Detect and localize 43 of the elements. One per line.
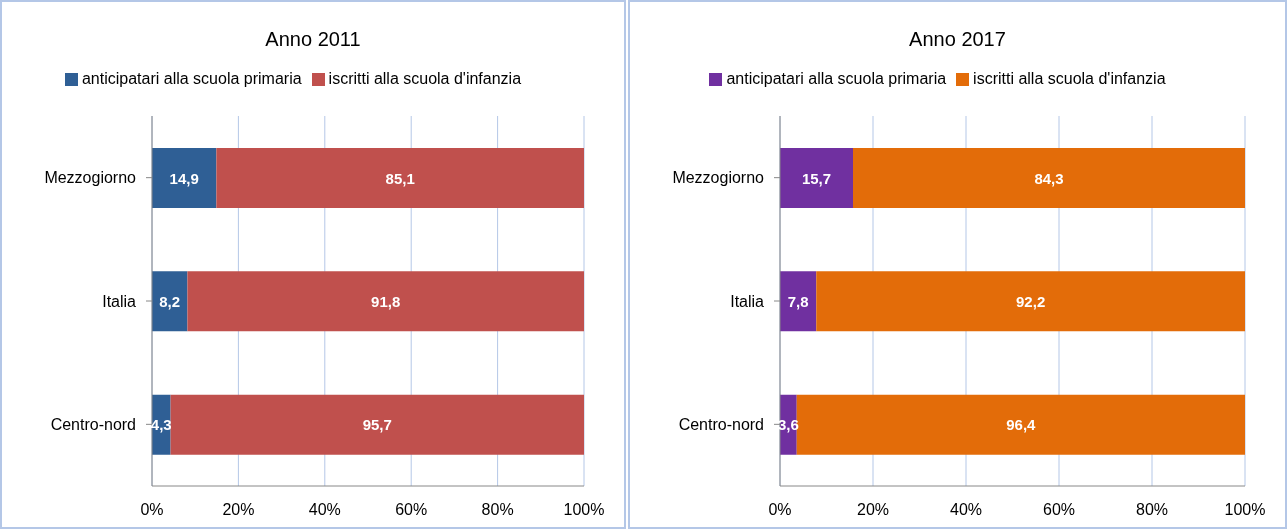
data-label: 8,2 xyxy=(159,292,181,310)
x-tick-label: 20% xyxy=(856,501,890,519)
y-tick-label: Italia xyxy=(730,292,765,310)
y-tick-label: Centro-nord xyxy=(678,416,764,434)
data-label: 96,4 xyxy=(1006,416,1037,434)
data-label: 14,9 xyxy=(169,169,199,187)
bar xyxy=(780,271,817,332)
chart-title: Anno 2017 xyxy=(908,28,1007,52)
data-label: 15,7 xyxy=(801,169,832,187)
x-tick-label: 0% xyxy=(140,501,164,519)
bar xyxy=(216,148,584,208)
x-tick-label: 40% xyxy=(308,501,341,519)
y-tick-label: Italia xyxy=(102,292,137,310)
data-label: 91,8 xyxy=(371,292,401,310)
bar xyxy=(170,394,584,455)
legend-label: anticipatari alla scuola primaria xyxy=(726,70,947,87)
y-tick-label: Centro-nord xyxy=(50,416,136,434)
x-tick-label: 60% xyxy=(1042,501,1076,519)
x-tick-label: 20% xyxy=(222,501,255,519)
legend-label: anticipatari alla scuola primaria xyxy=(81,70,302,87)
chart-title: Anno 2011 xyxy=(264,28,362,52)
data-label: 95,7 xyxy=(362,416,392,434)
bar xyxy=(853,148,1245,208)
bar xyxy=(780,148,854,208)
data-label: 4,3 xyxy=(150,416,172,434)
x-tick-label: 100% xyxy=(563,501,605,519)
data-label: 92,2 xyxy=(1016,292,1046,310)
x-tick-label: 80% xyxy=(481,501,514,519)
data-label: 84,3 xyxy=(1034,169,1064,187)
y-tick-label: Mezzogiorno xyxy=(672,169,765,187)
bar xyxy=(187,271,584,332)
x-tick-label: 40% xyxy=(949,501,983,519)
x-tick-label: 0% xyxy=(768,501,792,519)
data-label: 85,1 xyxy=(385,169,415,187)
bar xyxy=(816,271,1245,332)
x-tick-label: 60% xyxy=(395,501,428,519)
legend-label: iscritti alla scuola d'infanzia xyxy=(973,70,1166,87)
y-tick-label: Mezzogiorno xyxy=(44,169,137,187)
data-label: 7,8 xyxy=(787,292,809,310)
legend-label: iscritti alla scuola d'infanzia xyxy=(328,70,522,87)
x-tick-label: 100% xyxy=(1224,501,1266,519)
bar xyxy=(152,148,217,208)
x-tick-label: 80% xyxy=(1135,501,1169,519)
